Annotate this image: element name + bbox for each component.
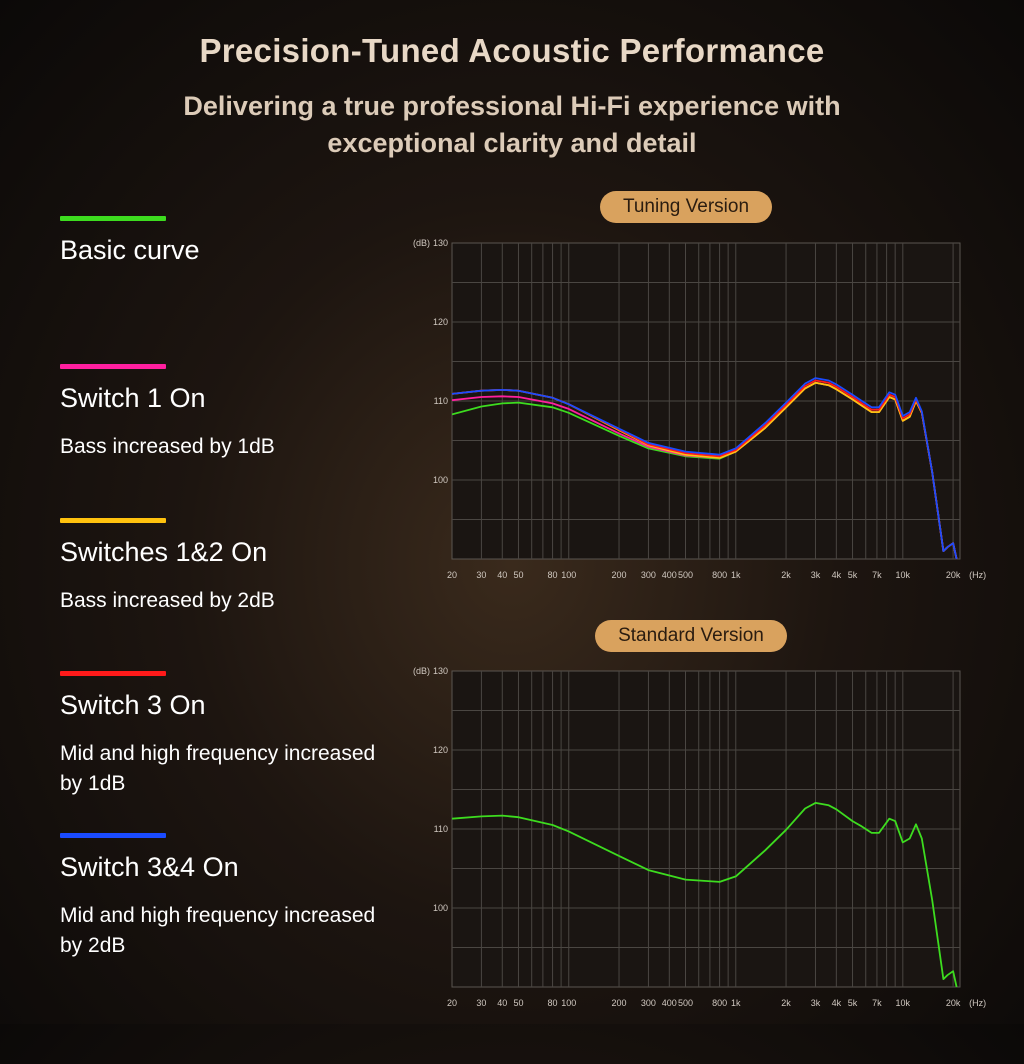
x-tick-label: 500: [678, 570, 693, 580]
legend-description: Bass increased by 1dB: [60, 435, 275, 458]
x-tick-label: 20k: [946, 570, 961, 580]
x-tick-label: 2k: [781, 570, 791, 580]
x-tick-label: 20: [447, 570, 457, 580]
chart-title-badge-tuning: Tuning Version: [600, 191, 772, 223]
legend-swatch: [60, 216, 166, 221]
legend-item-switch-3-4: Switch 3&4 On Mid and high frequency inc…: [60, 833, 390, 961]
x-tick-label: 1k: [731, 570, 741, 580]
y-tick-label: 130: [433, 238, 448, 248]
x-tick-label: 5k: [848, 998, 858, 1008]
x-tick-label: 800: [712, 998, 727, 1008]
x-tick-label: 1k: [731, 998, 741, 1008]
legend-item-basic: Basic curve: [60, 216, 390, 266]
x-unit-label: (Hz): [969, 570, 986, 580]
x-tick-label: 30: [476, 570, 486, 580]
x-tick-label: 4k: [832, 998, 842, 1008]
legend-label: Basic curve: [60, 235, 200, 265]
legend-swatch: [60, 671, 166, 676]
legend-swatch: [60, 518, 166, 523]
legend-swatch: [60, 833, 166, 838]
x-tick-label: 300: [641, 570, 656, 580]
page-title: Precision-Tuned Acoustic Performance: [199, 32, 825, 69]
legend-label: Switch 3&4 On: [60, 852, 239, 882]
x-tick-label: 50: [513, 998, 523, 1008]
series-line: [452, 801, 958, 987]
x-tick-label: 200: [612, 570, 627, 580]
y-tick-label: 120: [433, 317, 448, 327]
x-tick-label: 200: [612, 998, 627, 1008]
x-tick-label: 3k: [811, 570, 821, 580]
x-tick-label: 800: [712, 570, 727, 580]
x-tick-label: 80: [548, 998, 558, 1008]
y-tick-label: 100: [433, 475, 448, 485]
x-unit-label: (Hz): [969, 998, 986, 1008]
y-unit-label: (dB): [413, 238, 430, 248]
x-tick-label: 100: [561, 570, 576, 580]
x-tick-label: 20k: [946, 998, 961, 1008]
x-tick-label: 7k: [872, 998, 882, 1008]
x-tick-label: 40: [497, 570, 507, 580]
y-tick-label: 110: [434, 396, 448, 406]
x-tick-label: 7k: [872, 570, 882, 580]
series-line-switch-3-4-on: [452, 377, 958, 559]
x-tick-label: 300: [641, 998, 656, 1008]
y-tick-label: 120: [433, 745, 448, 755]
legend-label: Switch 3 On: [60, 690, 206, 720]
x-tick-label: 5k: [848, 570, 858, 580]
x-tick-label: 500: [678, 998, 693, 1008]
chart-title-badge-standard: Standard Version: [595, 620, 787, 652]
x-tick-label: 10k: [896, 998, 911, 1008]
x-tick-label: 4k: [832, 570, 842, 580]
y-tick-label: 130: [433, 666, 448, 676]
x-tick-label: 10k: [896, 570, 911, 580]
x-tick-label: 400: [662, 998, 677, 1008]
legend-item-switches-1-2: Switches 1&2 On Bass increased by 2dB: [60, 518, 390, 616]
legend-swatch: [60, 364, 166, 369]
legend-item-switch-3: Switch 3 On Mid and high frequency incre…: [60, 671, 390, 799]
x-tick-label: 400: [662, 570, 677, 580]
x-tick-label: 20: [447, 998, 457, 1008]
y-tick-label: 100: [433, 903, 448, 913]
x-tick-label: 100: [561, 998, 576, 1008]
legend-description: Mid and high frequency increased by 1dB: [60, 742, 376, 795]
legend-item-switch-1: Switch 1 On Bass increased by 1dB: [60, 364, 390, 462]
legend-label: Switch 1 On: [60, 383, 206, 413]
y-unit-label: (dB): [413, 666, 430, 676]
legend-description: Mid and high frequency increased by 2dB: [60, 904, 376, 957]
x-tick-label: 3k: [811, 998, 821, 1008]
y-tick-label: 110: [434, 824, 448, 834]
x-tick-label: 80: [548, 570, 558, 580]
page-subtitle: Delivering a true professional Hi-Fi exp…: [183, 91, 841, 158]
x-tick-label: 40: [497, 998, 507, 1008]
legend-label: Switches 1&2 On: [60, 537, 268, 567]
x-tick-label: 2k: [781, 998, 791, 1008]
x-tick-label: 50: [513, 570, 523, 580]
x-tick-label: 30: [476, 998, 486, 1008]
legend-description: Bass increased by 2dB: [60, 589, 275, 612]
